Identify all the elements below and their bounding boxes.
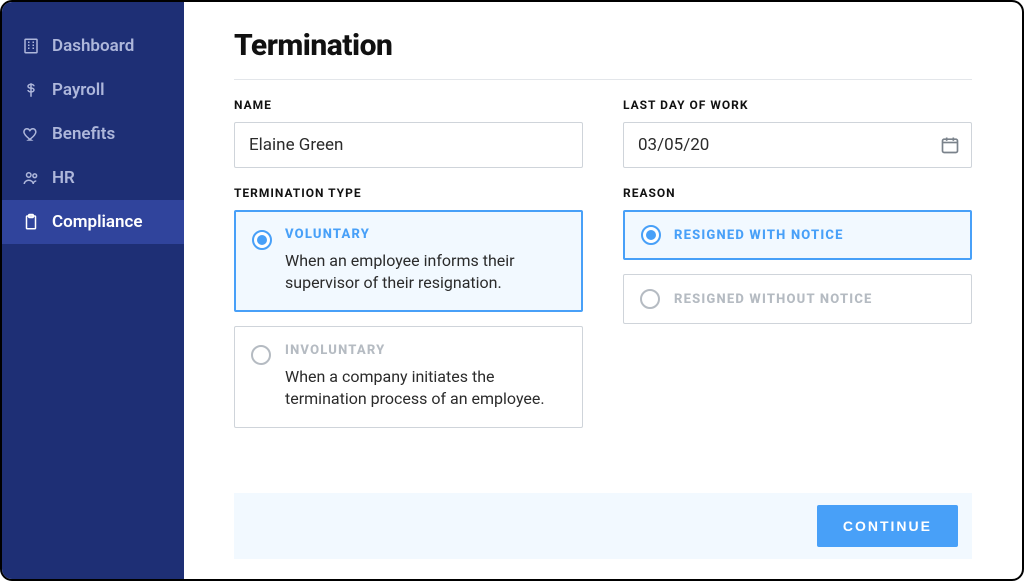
last-day-input[interactable] xyxy=(623,122,972,168)
reason-label: REASON xyxy=(623,186,972,200)
clipboard-icon xyxy=(22,213,40,231)
radio-title: VOLUNTARY xyxy=(285,227,564,242)
building-icon xyxy=(22,37,40,55)
page-title: Termination xyxy=(234,28,972,63)
calendar-icon[interactable] xyxy=(940,135,960,155)
termination-type-voluntary[interactable]: VOLUNTARY When an employee informs their… xyxy=(234,210,583,312)
last-day-label: LAST DAY OF WORK xyxy=(623,98,972,112)
sidebar: Dashboard Payroll Benefits HR Compliance xyxy=(2,2,184,579)
sidebar-item-label: Compliance xyxy=(52,212,143,232)
sidebar-item-label: Dashboard xyxy=(52,36,134,56)
divider xyxy=(234,79,972,80)
radio-icon xyxy=(251,345,271,365)
footer-bar: CONTINUE xyxy=(234,493,972,559)
continue-button[interactable]: CONTINUE xyxy=(817,505,958,547)
sidebar-item-label: HR xyxy=(52,168,75,188)
people-icon xyxy=(22,169,40,187)
radio-icon xyxy=(640,289,660,309)
heart-icon xyxy=(22,125,40,143)
sidebar-item-dashboard[interactable]: Dashboard xyxy=(2,24,184,68)
sidebar-item-compliance[interactable]: Compliance xyxy=(2,200,184,244)
last-day-field-group: LAST DAY OF WORK xyxy=(623,98,972,168)
radio-title: INVOLUNTARY xyxy=(285,343,564,358)
name-input[interactable] xyxy=(234,122,583,168)
main-content: Termination NAME LAST DAY OF WORK xyxy=(184,2,1022,579)
termination-type-group: TERMINATION TYPE VOLUNTARY When an emplo… xyxy=(234,186,583,442)
reason-resigned-with-notice[interactable]: RESIGNED WITH NOTICE xyxy=(623,210,972,260)
sidebar-item-hr[interactable]: HR xyxy=(2,156,184,200)
radio-icon xyxy=(252,230,272,250)
sidebar-item-label: Payroll xyxy=(52,80,105,100)
radio-row-label: RESIGNED WITH NOTICE xyxy=(674,228,844,243)
radio-desc: When an employee informs their superviso… xyxy=(285,250,564,295)
name-label: NAME xyxy=(234,98,583,112)
name-field-group: NAME xyxy=(234,98,583,168)
radio-row-label: RESIGNED WITHOUT NOTICE xyxy=(674,292,873,307)
radio-icon xyxy=(641,225,661,245)
radio-desc: When a company initiates the termination… xyxy=(285,366,564,411)
termination-type-label: TERMINATION TYPE xyxy=(234,186,583,200)
reason-resigned-without-notice[interactable]: RESIGNED WITHOUT NOTICE xyxy=(623,274,972,324)
sidebar-item-benefits[interactable]: Benefits xyxy=(2,112,184,156)
sidebar-item-payroll[interactable]: Payroll xyxy=(2,68,184,112)
reason-group: REASON RESIGNED WITH NOTICE RESIGNED WIT… xyxy=(623,186,972,442)
sidebar-item-label: Benefits xyxy=(52,124,115,144)
termination-type-involuntary[interactable]: INVOLUNTARY When a company initiates the… xyxy=(234,326,583,428)
dollar-icon xyxy=(22,81,40,99)
